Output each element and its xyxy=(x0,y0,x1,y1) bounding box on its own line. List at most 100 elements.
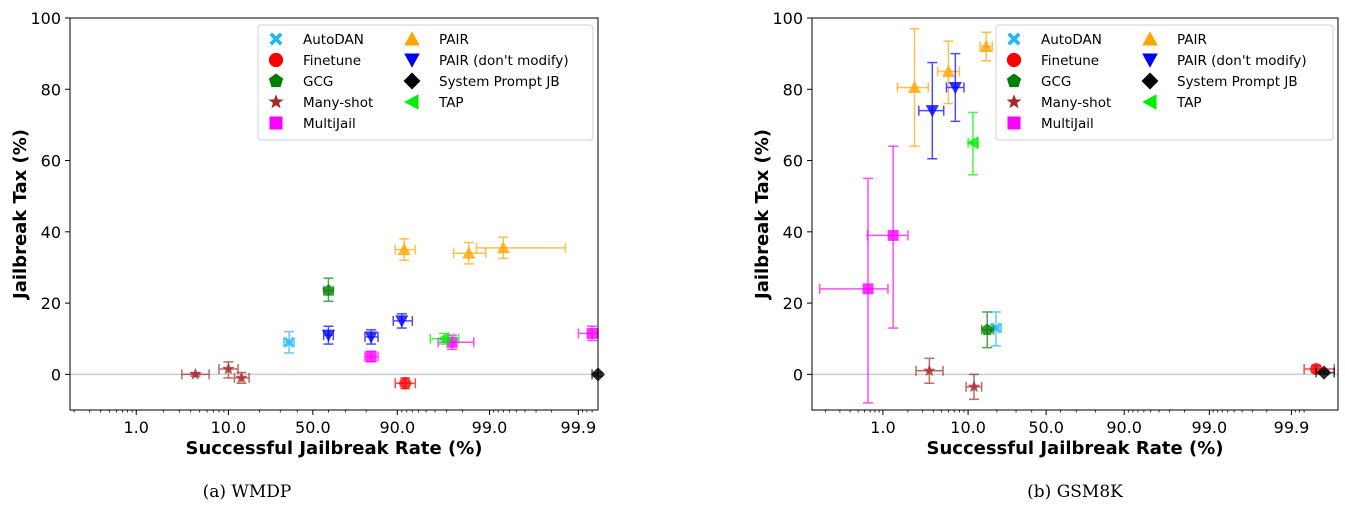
subfigure-caption: (b) GSM8K xyxy=(1027,482,1123,502)
y-axis-label: Jailbreak Tax (%) xyxy=(752,129,773,301)
y-tick-label: 20 xyxy=(783,294,803,313)
legend-marker-icon xyxy=(269,116,283,130)
y-tick-label: 80 xyxy=(41,80,61,99)
legend-label: PAIR (don't modify) xyxy=(439,53,569,69)
series-tap xyxy=(429,332,460,346)
legend-item: TAP xyxy=(1142,94,1202,111)
data-point xyxy=(966,136,979,150)
subfigure-caption: (a) WMDP xyxy=(203,482,292,502)
data-point xyxy=(235,371,248,384)
legend-item: System Prompt JB xyxy=(403,72,560,90)
x-tick-label: 99.0 xyxy=(472,418,508,437)
y-tick-label: 60 xyxy=(41,152,61,171)
legend-marker-icon xyxy=(1141,72,1159,90)
y-tick-label: 40 xyxy=(783,223,803,242)
legend-label: PAIR (don't modify) xyxy=(1177,53,1307,69)
x-tick-label: 90.0 xyxy=(1106,418,1142,437)
legend-label: System Prompt JB xyxy=(439,74,560,90)
data-point xyxy=(395,315,409,328)
series-system-prompt-jb xyxy=(1315,365,1336,380)
legend-item: PAIR xyxy=(404,31,469,48)
legend-label: Many-shot xyxy=(303,95,373,111)
data-point xyxy=(283,336,295,348)
legend-item: TAP xyxy=(404,94,464,111)
legend-label: GCG xyxy=(1041,74,1071,90)
x-axis-label: Successful Jailbreak Rate (%) xyxy=(927,438,1224,459)
legend-item: GCG xyxy=(1006,73,1071,90)
legend-item: Finetune xyxy=(268,52,361,69)
data-point xyxy=(189,367,202,380)
legend-label: MultiJail xyxy=(1041,116,1094,132)
y-tick-label: 20 xyxy=(41,294,61,313)
error-bar xyxy=(896,27,930,148)
series-multijail xyxy=(818,145,909,404)
data-point xyxy=(967,380,981,393)
data-point xyxy=(222,362,235,375)
legend-item: AutoDAN xyxy=(1007,32,1102,48)
legend-marker-icon xyxy=(404,53,420,68)
series-pair-don-t-modify- xyxy=(918,52,965,160)
legend-item: PAIR (don't modify) xyxy=(404,53,569,69)
x-tick-label: 1.0 xyxy=(870,418,895,437)
legend-box xyxy=(995,24,1334,141)
legend-marker-icon xyxy=(1007,116,1021,130)
x-tick-label: 50.0 xyxy=(295,418,331,437)
legend-marker-icon xyxy=(269,32,283,46)
y-tick-label: 0 xyxy=(793,365,803,384)
data-point xyxy=(496,241,510,254)
data-point xyxy=(446,336,458,348)
x-axis-label: Successful Jailbreak Rate (%) xyxy=(186,438,483,459)
legend-label: Many-shot xyxy=(1041,95,1111,111)
data-point xyxy=(948,81,962,95)
legend-item: Many-shot xyxy=(268,94,373,111)
data-point xyxy=(365,351,377,363)
data-point xyxy=(887,229,899,241)
legend-item: MultiJail xyxy=(269,116,356,132)
legend-marker-icon xyxy=(1006,52,1022,68)
data-point xyxy=(462,246,476,259)
legend-marker-icon xyxy=(403,72,421,90)
data-point xyxy=(321,329,336,342)
legend-label: PAIR xyxy=(439,32,469,48)
x-tick-label: 10.0 xyxy=(211,418,247,437)
series-autodan xyxy=(283,330,295,354)
data-point xyxy=(979,39,993,53)
legend-label: MultiJail xyxy=(303,116,356,132)
series-multijail xyxy=(364,325,599,363)
data-point xyxy=(399,377,412,390)
legend-label: TAP xyxy=(438,95,464,111)
data-point xyxy=(907,80,922,93)
legend-item: GCG xyxy=(268,73,333,90)
series-many-shot xyxy=(915,357,983,401)
legend-marker-icon xyxy=(268,94,284,109)
series-finetune xyxy=(394,377,417,390)
y-tick-label: 60 xyxy=(783,152,803,171)
data-point xyxy=(941,64,955,77)
series-gcg xyxy=(980,311,995,349)
legend-marker-icon xyxy=(268,52,284,68)
x-tick-label: 90.0 xyxy=(380,418,416,437)
x-tick-label: 99.0 xyxy=(1192,418,1228,437)
data-point xyxy=(862,283,874,295)
legend-marker-icon xyxy=(404,31,420,46)
series-many-shot xyxy=(181,361,250,385)
legend-label: GCG xyxy=(303,74,333,90)
legend-box xyxy=(257,24,594,141)
data-point xyxy=(925,105,939,118)
y-tick-label: 100 xyxy=(772,9,803,28)
x-tick-label: 1.0 xyxy=(124,418,149,437)
y-tick-label: 40 xyxy=(41,223,61,242)
chart-panel-2: 1.0 10.0 50.0 90.0 99.0 99.9 0 20 40 60 80 100 Succe… xyxy=(752,9,1339,502)
chart-panel-1: 1.0 10.0 50.0 90.0 99.0 99.9 0 20 40 60 80 100 Succe… xyxy=(10,9,606,502)
legend-marker-icon xyxy=(1006,94,1022,109)
legend-item: Many-shot xyxy=(1006,94,1111,111)
legend-marker-icon xyxy=(268,73,284,88)
data-point xyxy=(981,323,994,335)
error-bar xyxy=(979,31,994,62)
data-point xyxy=(923,364,936,377)
legend-marker-icon xyxy=(404,94,419,110)
x-tick-label: 99.9 xyxy=(561,418,597,437)
legend-marker-icon xyxy=(1006,73,1022,88)
legend-item: Finetune xyxy=(1006,52,1099,69)
